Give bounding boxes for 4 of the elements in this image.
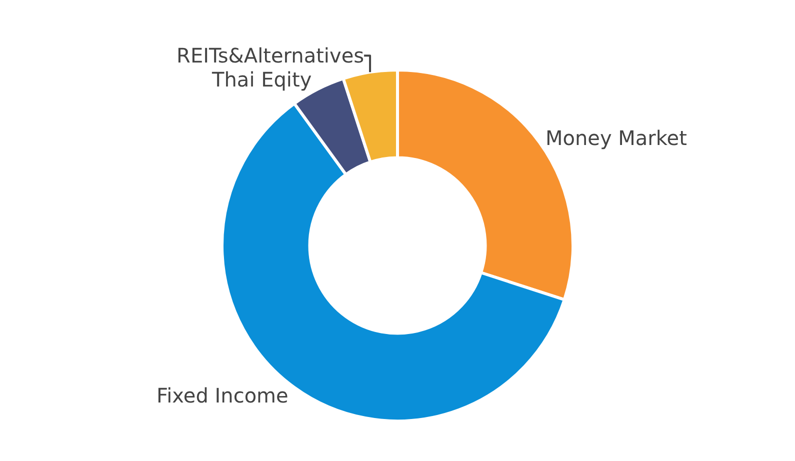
slice-label: Fixed Income — [156, 383, 288, 408]
slice-label: Thai Eqity — [211, 68, 312, 92]
slice-label: REITs&Alternatives — [176, 44, 364, 68]
slice-label: Money Market — [545, 126, 688, 150]
